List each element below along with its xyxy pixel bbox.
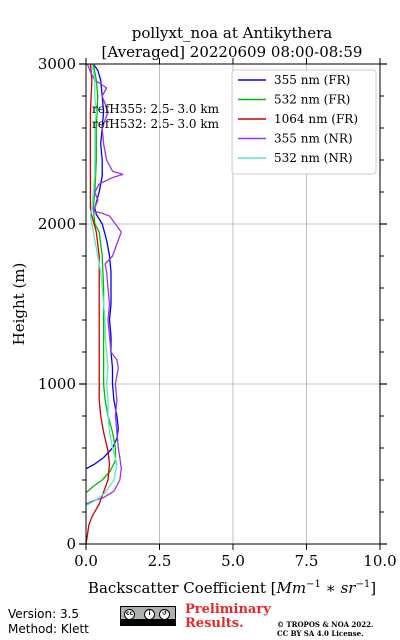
legend-label: 355 nm (FR) bbox=[274, 73, 350, 87]
axis-ticks bbox=[79, 58, 387, 550]
copyright-line-2: CC BY SA 4.0 License. bbox=[277, 629, 364, 638]
backscatter-profile-chart: 0.0 2.5 5.0 7.5 10.0 0 1000 2000 3000 pollyxt_n… bbox=[10, 24, 397, 597]
version-label: Version: 3.5 bbox=[8, 607, 80, 621]
method-label: Method: Klett bbox=[8, 622, 89, 636]
legend-label: 532 nm (NR) bbox=[274, 151, 353, 165]
copyright-note: © TROPOS & NOA 2022. CC BY SA 4.0 Licens… bbox=[277, 620, 373, 638]
y-axis-label: Height (m) bbox=[10, 263, 28, 346]
annotation-refh355: refH355: 2.5- 3.0 km bbox=[92, 102, 220, 116]
cc-license-bar bbox=[121, 619, 175, 625]
x-axis-label: Backscatter Coefficient [Mm−1 ∗ sr−1] bbox=[88, 579, 376, 597]
x-tick-labels: 0.0 2.5 5.0 7.5 10.0 bbox=[74, 552, 397, 570]
x-tick-label: 2.5 bbox=[148, 552, 172, 570]
preliminary-results-note: Preliminary Results. bbox=[185, 603, 271, 631]
x-tick-label: 0.0 bbox=[74, 552, 98, 570]
copyright-line-1: © TROPOS & NOA 2022. bbox=[277, 620, 374, 629]
legend-box bbox=[231, 69, 377, 175]
x-tick-label: 7.5 bbox=[295, 552, 319, 570]
cc-license-badge: cc i ↺ bbox=[120, 606, 176, 626]
legend-label: 355 nm (NR) bbox=[274, 132, 353, 146]
chart-title: pollyxt_noa at Antikythera bbox=[132, 24, 332, 42]
legend-label: 532 nm (FR) bbox=[274, 93, 350, 107]
chart-subtitle: [Averaged] 20220609 08:00-08:59 bbox=[102, 43, 363, 61]
y-tick-label: 0 bbox=[66, 535, 76, 553]
y-tick-label: 3000 bbox=[38, 55, 76, 73]
x-tick-label: 5.0 bbox=[221, 552, 245, 570]
legend-label: 1064 nm (FR) bbox=[274, 112, 358, 126]
series-lines bbox=[85, 63, 124, 545]
series-line-532-nm-fr bbox=[85, 63, 117, 494]
x-tick-label: 10.0 bbox=[363, 552, 396, 570]
annotation-refh532: refH532: 2.5- 3.0 km bbox=[92, 117, 220, 131]
series-line-532-nm-nr bbox=[85, 63, 118, 507]
legend: 355 nm (FR) 532 nm (FR) 1064 nm (FR) 355 nm… bbox=[231, 69, 377, 175]
y-tick-label: 1000 bbox=[38, 375, 76, 393]
series-line-1064-nm-fr bbox=[85, 63, 111, 545]
preliminary-line-1: Preliminary bbox=[185, 602, 271, 617]
preliminary-line-2: Results. bbox=[185, 616, 244, 631]
y-tick-labels: 0 1000 2000 3000 bbox=[38, 55, 76, 553]
y-tick-label: 2000 bbox=[38, 215, 76, 233]
series-line-355-nm-nr bbox=[85, 63, 124, 505]
